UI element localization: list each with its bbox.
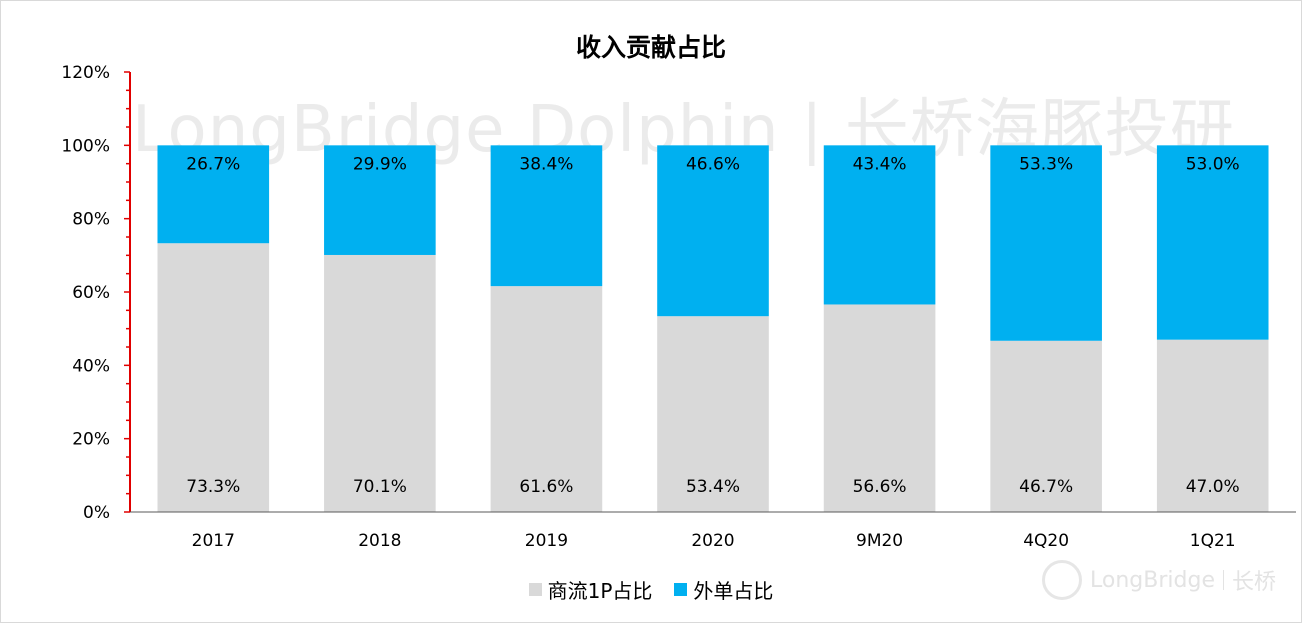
data-label-1p-9M20: 56.6%	[853, 477, 907, 497]
data-label-1p-4Q20: 46.7%	[1019, 477, 1073, 497]
legend-label-1p: 商流1P占比	[547, 579, 653, 603]
longbridge-logo-icon	[1042, 560, 1083, 600]
data-label-external-9M20: 43.4%	[853, 154, 907, 174]
data-label-1p-2020: 53.4%	[686, 477, 740, 497]
brand-divider	[1222, 570, 1224, 590]
bar-1p-9M20	[823, 304, 936, 512]
bar-1p-2017	[157, 243, 270, 512]
data-label-external-1Q21: 53.0%	[1186, 154, 1240, 174]
bar-external-2019	[490, 145, 603, 287]
legend-swatch-1p	[528, 583, 542, 596]
bar-external-2020	[657, 145, 769, 317]
x-tick-label-2017: 2017	[192, 531, 235, 551]
y-tick-label-20: 20%	[72, 430, 110, 450]
data-label-1p-2017: 73.3%	[186, 477, 240, 497]
x-tick-label-2020: 2020	[691, 531, 734, 551]
bar-1p-2019	[490, 286, 603, 512]
bar-1p-1Q21	[1156, 339, 1269, 512]
chart-legend: 商流1P占比 外单占比	[0, 575, 1302, 604]
data-label-external-2019: 38.4%	[519, 154, 573, 174]
bar-external-2017	[157, 145, 270, 244]
legend-label-external: 外单占比	[693, 579, 774, 603]
bar-1p-2020	[657, 316, 769, 512]
y-tick-label-40: 40%	[72, 356, 110, 376]
legend-item-external: 外单占比	[674, 575, 773, 604]
y-tick-label-0: 0%	[83, 503, 110, 523]
x-tick-label-2018: 2018	[358, 531, 401, 551]
y-tick-label-120: 120%	[61, 63, 110, 83]
bar-external-2018	[324, 145, 436, 255]
x-tick-label-2019: 2019	[525, 531, 568, 551]
x-tick-label-9M20: 9M20	[856, 531, 903, 551]
data-label-external-2017: 26.7%	[186, 154, 240, 174]
y-tick-label-60: 60%	[72, 283, 110, 303]
legend-item-1p: 商流1P占比	[528, 575, 653, 604]
legend-swatch-external	[674, 583, 688, 596]
data-label-1p-1Q21: 47.0%	[1186, 477, 1240, 497]
brand-logo-area: LongBridge 长桥	[1042, 560, 1276, 600]
data-label-1p-2018: 70.1%	[353, 477, 407, 497]
data-label-external-2018: 29.9%	[353, 154, 407, 174]
data-label-1p-2019: 61.6%	[519, 477, 573, 497]
brand-name: LongBridge	[1090, 567, 1215, 593]
bar-1p-4Q20	[990, 340, 1102, 512]
data-label-external-2020: 46.6%	[686, 154, 740, 174]
x-tick-label-4Q20: 4Q20	[1023, 531, 1069, 551]
bar-1p-2018	[324, 254, 436, 512]
y-tick-label-80: 80%	[72, 210, 110, 230]
y-tick-label-100: 100%	[61, 136, 110, 156]
x-tick-label-1Q21: 1Q21	[1190, 531, 1236, 551]
data-label-external-4Q20: 53.3%	[1019, 154, 1073, 174]
bar-external-4Q20	[990, 145, 1102, 341]
brand-sub: 长桥	[1231, 570, 1276, 595]
bar-external-9M20	[823, 145, 936, 305]
bar-external-1Q21	[1156, 145, 1269, 340]
chart-title: 收入贡献占比	[575, 33, 726, 62]
